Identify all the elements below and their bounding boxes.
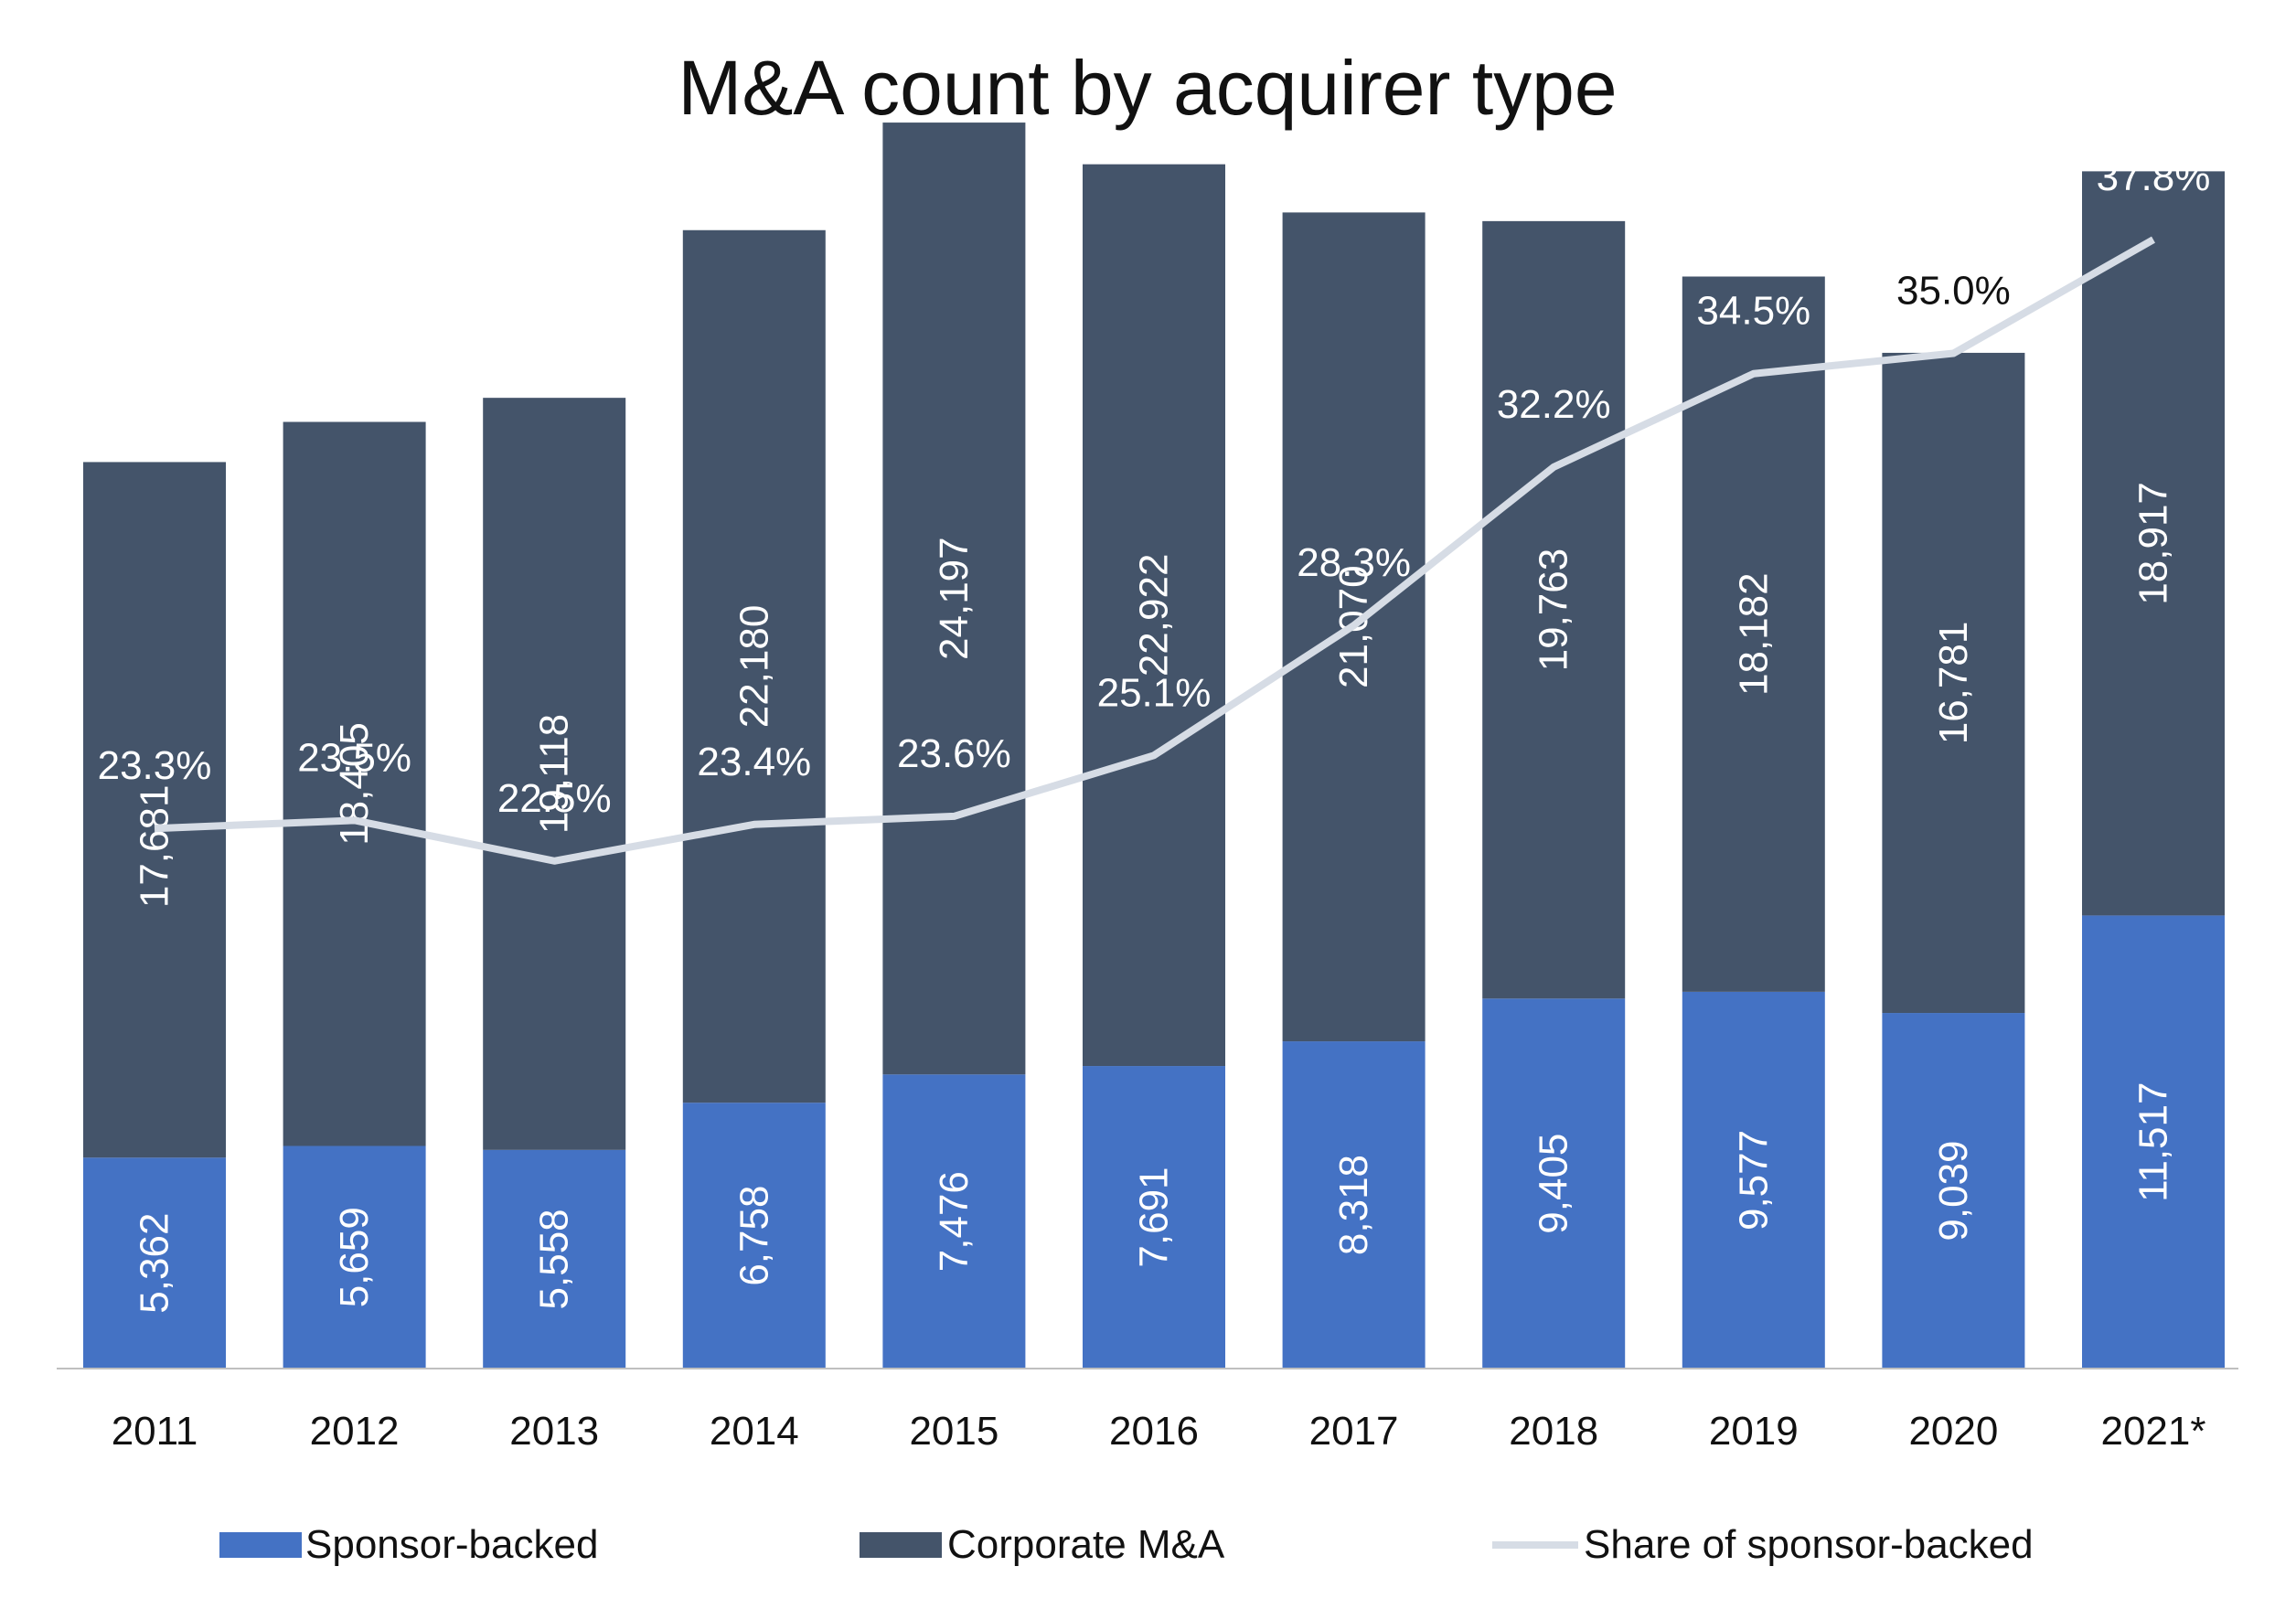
label-sponsor-backed-2012: 5,659 — [332, 1207, 377, 1307]
bar-corporate-2015 — [882, 123, 1026, 1075]
label-sponsor-backed-2015: 7,476 — [932, 1171, 977, 1272]
share-label-2014: 23.4% — [697, 740, 811, 784]
bar-corporate-2021* — [2082, 171, 2225, 916]
bar-sponsor-backed-2020 — [1882, 1013, 2025, 1369]
x-tick-labels: 2011 2012 2013 2014 2015 2016 2017 2018 2019 2020… — [112, 1409, 2206, 1454]
legend-swatch-corporate — [860, 1532, 942, 1558]
x-tick-2011: 2011 — [112, 1409, 198, 1454]
label-corporate-2021*: 18,917 — [2131, 482, 2176, 605]
label-sponsor-backed-2018: 9,405 — [1532, 1134, 1576, 1234]
label-sponsor-backed-2013: 5,558 — [532, 1209, 577, 1309]
x-tick-2019: 2019 — [1709, 1409, 1799, 1454]
x-tick-2012: 2012 — [310, 1409, 400, 1454]
label-corporate-2019: 18,182 — [1731, 572, 1776, 696]
x-tick-2015: 2015 — [909, 1409, 998, 1454]
label-corporate-2020: 16,781 — [1931, 622, 1976, 745]
share-label-2021*: 37.8% — [2097, 155, 2211, 199]
x-tick-2013: 2013 — [509, 1409, 599, 1454]
bar-corporate-2013 — [483, 398, 626, 1150]
label-corporate-2015: 24,197 — [932, 537, 977, 660]
share-line — [154, 236, 2155, 865]
label-sponsor-backed-2019: 9,577 — [1731, 1130, 1776, 1231]
share-label-2019: 34.5% — [1696, 289, 1810, 334]
share-label-2013: 22.5% — [497, 776, 612, 821]
x-tick-2016: 2016 — [1109, 1409, 1199, 1454]
share-labels-layer: 23.3% 23.5% 22.5% 23.4% 23.6% 25.1% 28.3% 32.2%… — [98, 155, 2211, 821]
bar-corporate-2011 — [83, 462, 226, 1158]
label-sponsor-backed-2017: 8,318 — [1331, 1155, 1376, 1255]
bar-sponsor-backed-2012 — [283, 1145, 426, 1369]
label-corporate-2011: 17,681 — [133, 785, 177, 909]
share-label-2018: 32.2% — [1497, 382, 1611, 427]
share-label-2012: 23.5% — [297, 735, 411, 780]
bar-corporate-2018 — [1482, 220, 1626, 999]
bar-sponsor-backed-2014 — [682, 1103, 826, 1369]
legend-label-corporate: Corporate M&A — [947, 1522, 1225, 1567]
x-tick-2017: 2017 — [1309, 1409, 1399, 1454]
bar-sponsor-backed-2021* — [2082, 915, 2225, 1369]
label-sponsor-backed-2016: 7,691 — [1132, 1167, 1177, 1267]
bar-sponsor-backed-2015 — [882, 1074, 1026, 1369]
bar-corporate-2020 — [1882, 352, 2025, 1014]
legend-label-share: Share of sponsor-backed — [1584, 1522, 2034, 1567]
share-label-2016: 25.1% — [1097, 670, 1212, 715]
bars-layer: 5,36217,6815,65918,4055,55819,1186,75822… — [83, 123, 2225, 1369]
chart-title: M&A count by acquirer type — [678, 45, 1617, 131]
label-sponsor-backed-2021*: 11,517 — [2131, 1082, 2176, 1202]
bar-sponsor-backed-2013 — [483, 1149, 626, 1369]
label-sponsor-backed-2020: 9,039 — [1931, 1140, 1976, 1241]
label-corporate-2014: 22,180 — [732, 605, 776, 729]
label-sponsor-backed-2014: 6,758 — [732, 1186, 776, 1286]
bar-corporate-2014 — [682, 229, 826, 1103]
x-tick-2020: 2020 — [1908, 1409, 1998, 1454]
bar-sponsor-backed-2018 — [1482, 998, 1626, 1369]
share-label-2020: 35.0% — [1896, 269, 2011, 314]
x-tick-2021*: 2021* — [2100, 1409, 2205, 1454]
legend-swatch-sponsor-backed — [219, 1532, 302, 1558]
share-label-2017: 28.3% — [1297, 540, 1411, 585]
legend: Sponsor-backed Corporate M&A Share of sp… — [219, 1522, 2034, 1567]
bar-corporate-2016 — [1083, 164, 1225, 1067]
bar-sponsor-backed-2019 — [1682, 991, 1825, 1369]
x-tick-2014: 2014 — [710, 1409, 799, 1454]
share-line-layer — [154, 236, 2155, 865]
label-corporate-2018: 19,763 — [1532, 549, 1576, 672]
share-label-2011: 23.3% — [98, 743, 212, 788]
legend-label-sponsor-backed: Sponsor-backed — [305, 1522, 598, 1567]
share-label-2015: 23.6% — [897, 731, 1011, 776]
bar-sponsor-backed-2011 — [83, 1157, 226, 1369]
bar-corporate-2012 — [283, 421, 426, 1146]
x-tick-2018: 2018 — [1509, 1409, 1598, 1454]
label-sponsor-backed-2011: 5,362 — [133, 1213, 177, 1314]
bar-sponsor-backed-2016 — [1083, 1066, 1225, 1369]
label-corporate-2013: 19,118 — [532, 714, 577, 834]
label-corporate-2016: 22,922 — [1132, 554, 1177, 677]
bar-sponsor-backed-2017 — [1282, 1041, 1426, 1369]
